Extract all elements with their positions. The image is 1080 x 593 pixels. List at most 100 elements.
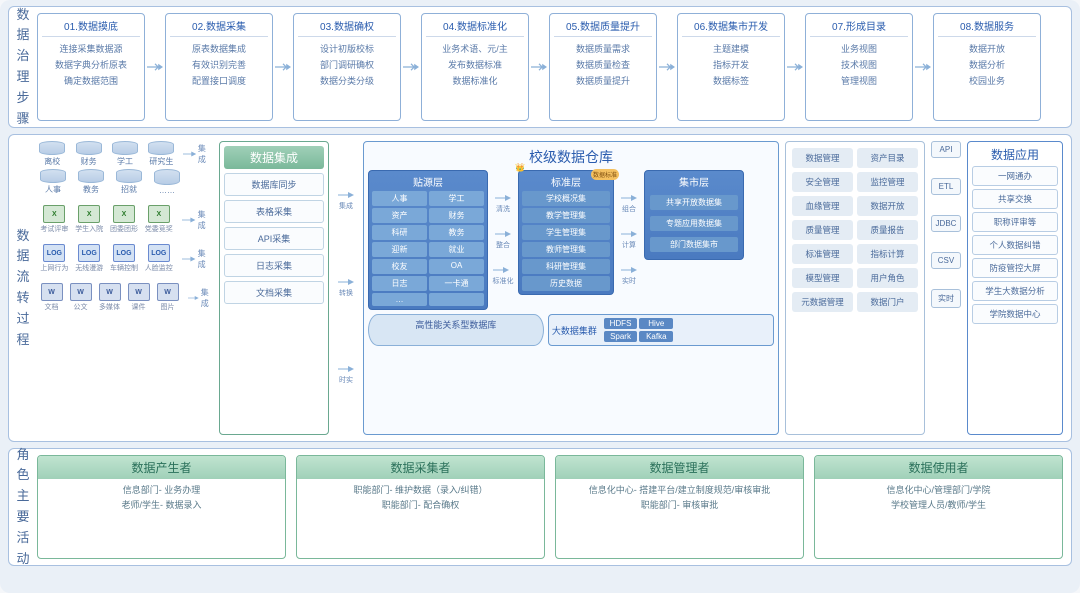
diagram-container: 数据治理步骤 01.数据摸底连接采集数据源数据字典分析原表确定数据范围02.数据… [0,0,1080,593]
layer-cell: 学生管理集 [522,225,610,240]
step-item: 主题建模 [682,41,780,57]
file-icon: W公文 [68,283,93,312]
layer-cell: 资产 [372,208,427,223]
file-icon: W多媒体 [97,283,122,312]
step-title: 05.数据质量提升 [554,18,652,37]
step-6: 06.数据集市开发主题建模指标开发数据标签 [677,13,785,121]
file-icon: X团委团形 [109,205,140,234]
arrow-label: 转换 [338,278,354,298]
mgmt-cell: 元数据管理 [792,292,853,312]
layer3-title: 集市层 [648,174,740,191]
step-item: 数据标签 [682,73,780,89]
layer-cell: 一卡通 [429,276,484,291]
integration-item: 表格采集 [224,200,324,223]
data-integration: 数据集成 数据库同步表格采集API采集日志采集文档采集 [219,141,329,435]
step-title: 06.数据集市开发 [682,18,780,37]
app-item: 职称评审等 [972,212,1058,232]
arrow-right-icon [145,13,165,121]
apps-title: 数据应用 [972,146,1058,163]
mgmt-cell: 数据门户 [857,292,918,312]
integration-title: 数据集成 [224,146,324,169]
database-icon: 人事 [37,169,69,195]
step-4: 04.数据标准化业务术语、元/主发布数据标准数据标准化 [421,13,529,121]
step-title: 04.数据标准化 [426,18,524,37]
arrow-right-icon [273,13,293,121]
mgmt-cell: 质量管理 [792,220,853,240]
role-item: 职能部门- 维护数据（录入/纠错） [297,483,544,498]
step-item: 确定数据范围 [42,73,140,89]
section-roles: 角色主要活动 数据产生者 信息部门- 业务办理老师/学生- 数据录入 数据采集者… [8,448,1072,566]
api-cell: 实时 [931,289,961,308]
layer-cell: 专题应用数据集 [650,216,738,231]
role-title: 数据管理者 [556,456,803,479]
arrow-icon: 集成 [188,283,213,312]
arrow-icon: 集成 [182,205,213,234]
section3-label: 角色主要活动 [13,455,33,559]
app-item: 学生大数据分析 [972,281,1058,301]
layer-cell: 历史数据 [522,276,610,291]
role-title: 数据产生者 [38,456,285,479]
step-item: 数据标准化 [426,73,524,89]
step-item: 指标开发 [682,57,780,73]
app-item: 个人数据纠错 [972,235,1058,255]
role-item: 信息化中心/管理部门/学院 [815,483,1062,498]
role-title: 数据使用者 [815,456,1062,479]
app-item: 共享交换 [972,189,1058,209]
integration-item: 文档采集 [224,281,324,304]
step-title: 02.数据采集 [170,18,268,37]
step-item: 业务视图 [810,41,908,57]
data-warehouse: 校级数据仓库 贴源层 人事学工资产财务科研教务迎新就业校友OA日志一卡通… 清洗… [363,141,779,435]
app-item: 学院数据中心 [972,304,1058,324]
step-3: 03.数据确权设计初版校标部门调研确权数据分类分级 [293,13,401,121]
layer-cell: 日志 [372,276,427,291]
step-item: 数据分析 [938,57,1036,73]
layer-cell: 部门数据集市 [650,237,738,252]
role-item: 信息部门- 业务办理 [38,483,285,498]
file-icon: W图片 [155,283,180,312]
file-icon: X学生入院 [74,205,105,234]
step-item: 数据质量提升 [554,73,652,89]
role-box: 数据管理者 信息化中心- 搭建平台/建立制度规范/审核审批职能部门- 审核审批 [555,455,804,559]
arrow-label: 组合 [621,194,637,214]
arrow-label: 时实 [338,365,354,385]
file-icon: W文档 [39,283,64,312]
role-item: 学校管理人员/教师/学生 [815,498,1062,513]
role-item: 老师/学生- 数据录入 [38,498,285,513]
step-8: 08.数据服务数据开放数据分析校园业务 [933,13,1041,121]
layer-cell: 迎新 [372,242,427,257]
cluster-cell: Spark [604,331,638,342]
layer-cell: 科研管理集 [522,259,610,274]
arrow-label: 清洗 [495,194,511,214]
api-cell: API [931,141,961,158]
role-item: 职能部门- 审核审批 [556,498,803,513]
arr-layer12: 清洗整合标准化 [492,170,514,310]
mgmt-cell: 安全管理 [792,172,853,192]
step-item: 数据质量检查 [554,57,652,73]
data-sources: 离校财务学工研究生集成人事教务招就……X考试评审X学生入院X团委团形X党委竞奖集… [37,141,213,435]
layer-cell: 人事 [372,191,427,206]
mgmt-cell: 数据管理 [792,148,853,168]
section1-label: 数据治理步骤 [13,13,33,121]
arr-layer23: 组合计算实时 [618,170,640,310]
layer-cell: 就业 [429,242,484,257]
role-item: 信息化中心- 搭建平台/建立制度规范/审核审批 [556,483,803,498]
file-icon: LOG车辆控制 [109,244,140,273]
step-item: 业务术语、元/主 [426,41,524,57]
file-icon: LOG人脸监控 [143,244,174,273]
mgmt-cell: 指标计算 [857,244,918,264]
database-icon: 研究生 [146,141,176,167]
database-icon: 学工 [110,141,140,167]
database-icon: …… [151,169,183,195]
layer-cell: 教务 [429,225,484,240]
layer-standard: 👑 标准层 学校概况集教学管理集学生管理集教师管理集科研管理集历史数据 数据标准 [518,170,614,295]
hp-rdbms: 高性能关系型数据库 [368,314,544,346]
layer-cell: 共享开放数据集 [650,195,738,210]
step-5: 05.数据质量提升数据质量需求数据质量检查数据质量提升 [549,13,657,121]
arrow-right-icon [785,13,805,121]
layer-cell: 学工 [429,191,484,206]
mgmt-cell: 质量报告 [857,220,918,240]
arrow-icon: 集成 [182,244,213,273]
role-box: 数据产生者 信息部门- 业务办理老师/学生- 数据录入 [37,455,286,559]
step-item: 部门调研确权 [298,57,396,73]
step-item: 管理视图 [810,73,908,89]
